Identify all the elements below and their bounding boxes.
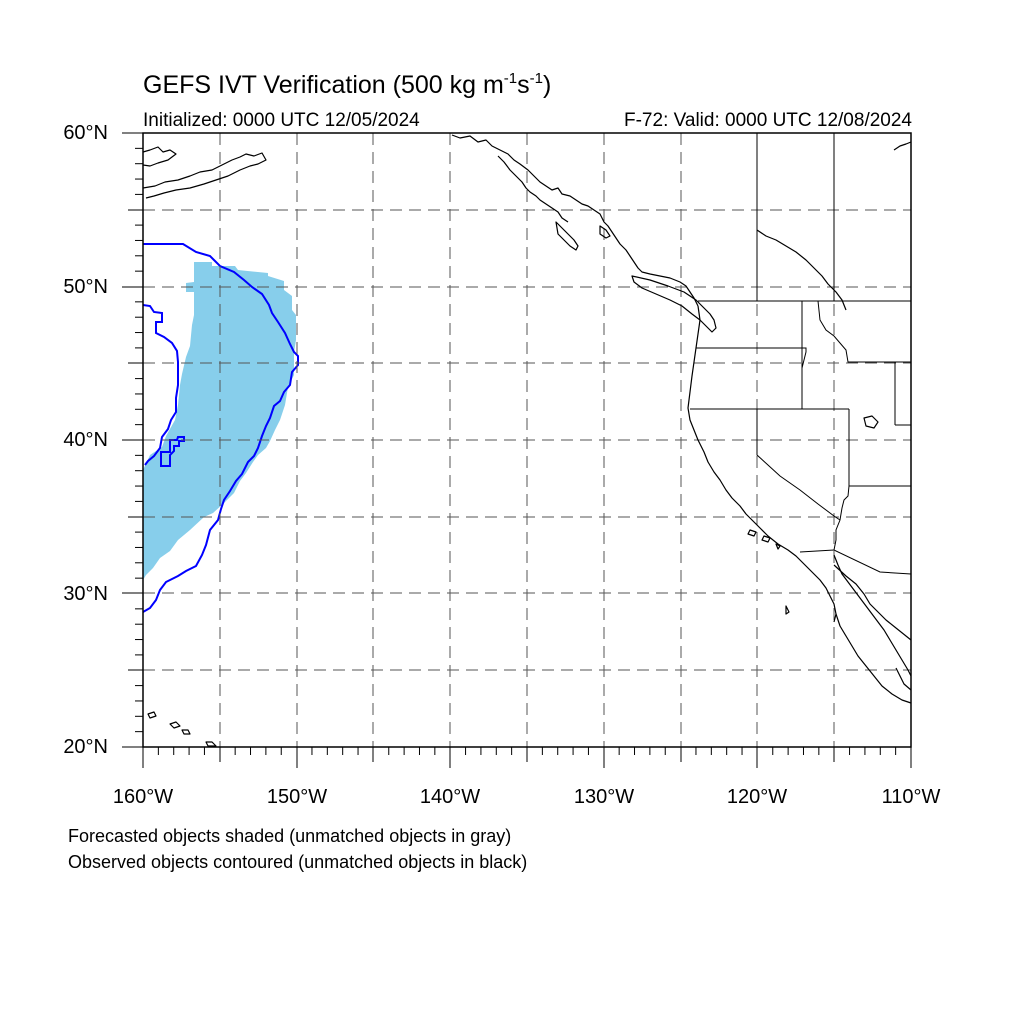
lat-label: 30°N — [63, 583, 108, 605]
map-gridlines — [143, 133, 911, 747]
lat-label: 60°N — [63, 122, 108, 144]
init-time-label: Initialized: 0000 UTC 12/05/2024 — [143, 110, 420, 131]
lon-label: 150°W — [266, 786, 328, 808]
lon-label: 130°W — [573, 786, 635, 808]
lon-label: 110°W — [881, 786, 941, 808]
footnote-forecast: Forecasted objects shaded (unmatched obj… — [68, 826, 512, 846]
lon-label: 160°W — [112, 786, 174, 808]
coastlines — [142, 134, 912, 747]
observed-ivt-contour — [142, 243, 299, 613]
axis-ticks — [122, 132, 912, 768]
political-borders — [690, 133, 912, 575]
observed-ivt-contour-west — [142, 304, 179, 466]
lat-label: 50°N — [63, 276, 108, 298]
lon-label: 140°W — [419, 786, 481, 808]
chart-title: GEFS IVT Verification (500 kg m-1s-1) — [143, 70, 552, 99]
valid-time-label: F-72: Valid: 0000 UTC 12/08/2024 — [624, 110, 912, 131]
lat-label: 20°N — [63, 736, 108, 758]
lat-label: 40°N — [63, 429, 108, 451]
footnote-observed: Observed objects contoured (unmatched ob… — [68, 852, 528, 872]
lon-label: 120°W — [726, 786, 788, 808]
minor-ticks — [135, 147, 897, 755]
